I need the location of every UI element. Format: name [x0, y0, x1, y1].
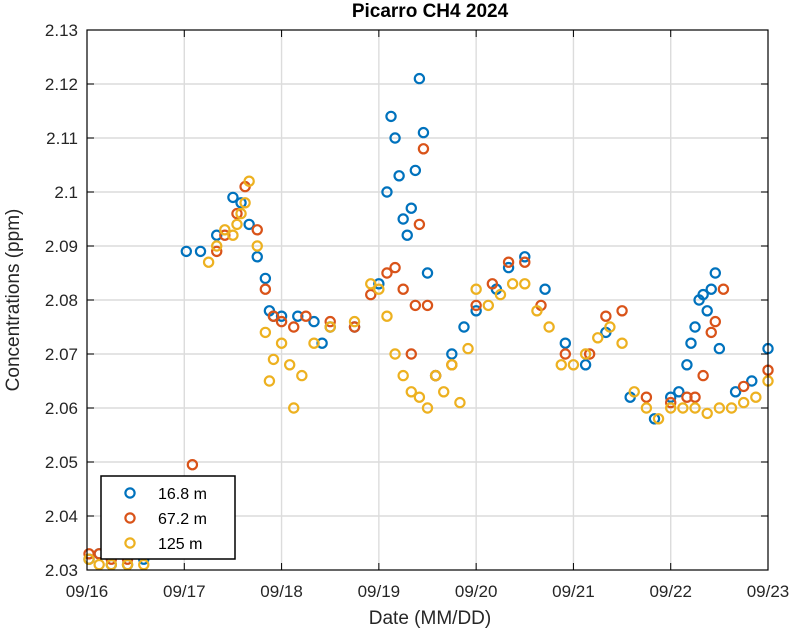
y-tick-label: 2.03 — [45, 561, 78, 580]
x-tick-label: 09/19 — [358, 582, 401, 601]
x-tick-label: 09/18 — [260, 582, 303, 601]
legend-label: 67.2 m — [158, 511, 207, 528]
x-tick-label: 09/16 — [66, 582, 109, 601]
y-tick-label: 2.11 — [46, 129, 78, 148]
y-tick-label: 2.04 — [45, 507, 78, 526]
x-tick-label: 09/20 — [455, 582, 498, 601]
y-tick-label: 2.09 — [45, 237, 78, 256]
legend: 16.8 m 67.2 m 125 m — [101, 476, 235, 559]
legend-label: 125 m — [158, 536, 202, 553]
x-axis-title: Date (MM/DD) — [369, 608, 491, 629]
legend-label: 16.8 m — [158, 486, 207, 503]
y-tick-label: 2.08 — [45, 291, 78, 310]
y-axis-title: Concentrations (ppm) — [3, 209, 24, 392]
x-tick-label: 09/22 — [649, 582, 692, 601]
y-tick-label: 2.06 — [45, 399, 78, 418]
x-tick-label: 09/17 — [163, 582, 206, 601]
y-tick-label: 2.05 — [45, 453, 78, 472]
x-tick-label: 09/21 — [552, 582, 595, 601]
y-tick-label: 2.1 — [54, 183, 78, 202]
y-tick-label: 2.07 — [45, 345, 78, 364]
chart-title: Picarro CH4 2024 — [352, 1, 509, 22]
y-tick-label: 2.13 — [45, 21, 78, 40]
chart-figure: Picarro CH4 2024 09/16 09/17 09/18 09/19 09/… — [0, 0, 800, 632]
x-tick-label: 09/23 — [747, 582, 790, 601]
y-tick-label: 2.12 — [45, 75, 78, 94]
